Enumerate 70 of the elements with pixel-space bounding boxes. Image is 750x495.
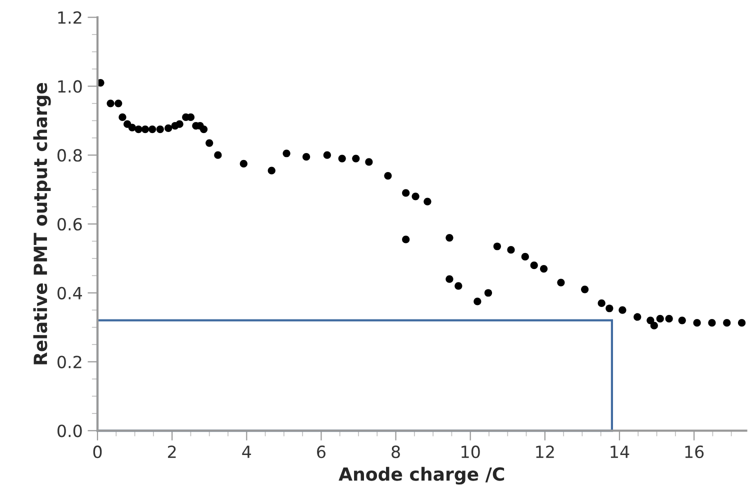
x-tick-label: 12 xyxy=(536,446,554,458)
x-tick-label: 14 xyxy=(610,446,630,458)
point xyxy=(693,319,701,327)
point xyxy=(365,158,373,166)
x-tick-label: 0 xyxy=(93,446,102,458)
point xyxy=(352,154,360,162)
y-tick-label: 0.6 xyxy=(58,218,82,231)
point xyxy=(484,289,492,297)
point xyxy=(474,298,482,306)
point xyxy=(598,299,606,308)
point xyxy=(118,113,126,122)
point xyxy=(148,125,156,134)
point xyxy=(164,124,172,132)
point xyxy=(141,125,150,134)
x-tick-label: 10 xyxy=(462,446,480,458)
point xyxy=(240,160,248,168)
point xyxy=(665,314,673,323)
point xyxy=(412,192,420,200)
point xyxy=(200,125,208,134)
point xyxy=(402,236,410,244)
point xyxy=(723,319,731,327)
point xyxy=(530,262,538,270)
point xyxy=(634,313,642,321)
point xyxy=(114,100,122,108)
point xyxy=(493,242,501,250)
y-axis-title: Relative PMT output charge xyxy=(33,82,51,364)
point xyxy=(338,154,346,162)
point xyxy=(176,120,184,128)
point xyxy=(156,125,164,134)
x-tick-label: 16 xyxy=(685,446,704,458)
point xyxy=(134,125,142,134)
point xyxy=(738,319,746,327)
point xyxy=(268,166,276,174)
y-tick-label: 0.2 xyxy=(58,356,82,368)
x-tick-label: 6 xyxy=(317,446,326,458)
y-tick-label: 1.2 xyxy=(58,11,82,24)
point xyxy=(656,314,664,323)
point xyxy=(646,316,654,324)
point xyxy=(106,100,114,108)
point xyxy=(540,264,548,273)
y-tick-label: 1.0 xyxy=(58,80,82,93)
point xyxy=(282,150,290,158)
point xyxy=(402,189,410,197)
x-axis-title: Anode charge /C xyxy=(338,466,504,485)
point xyxy=(581,286,589,294)
point xyxy=(521,252,529,261)
x-tick-label: 8 xyxy=(392,446,400,458)
x-tick-label: 4 xyxy=(242,446,252,458)
point xyxy=(454,282,462,290)
point xyxy=(98,78,104,87)
point xyxy=(678,316,686,324)
point xyxy=(302,153,310,161)
x-tick-label: 2 xyxy=(168,446,176,458)
point xyxy=(323,151,331,159)
y-tick-label: 0.0 xyxy=(58,424,82,438)
point xyxy=(384,172,392,180)
point xyxy=(128,124,136,132)
point xyxy=(206,139,214,147)
point xyxy=(507,246,515,254)
point xyxy=(214,151,222,159)
point xyxy=(618,306,626,314)
y-tick-label: 0.4 xyxy=(58,286,82,300)
y-tick-label: 0.8 xyxy=(58,149,82,162)
point xyxy=(708,319,716,327)
point xyxy=(424,198,432,206)
point xyxy=(650,322,658,330)
point xyxy=(446,234,454,242)
point xyxy=(557,278,565,286)
point xyxy=(606,304,614,312)
point xyxy=(446,275,454,283)
